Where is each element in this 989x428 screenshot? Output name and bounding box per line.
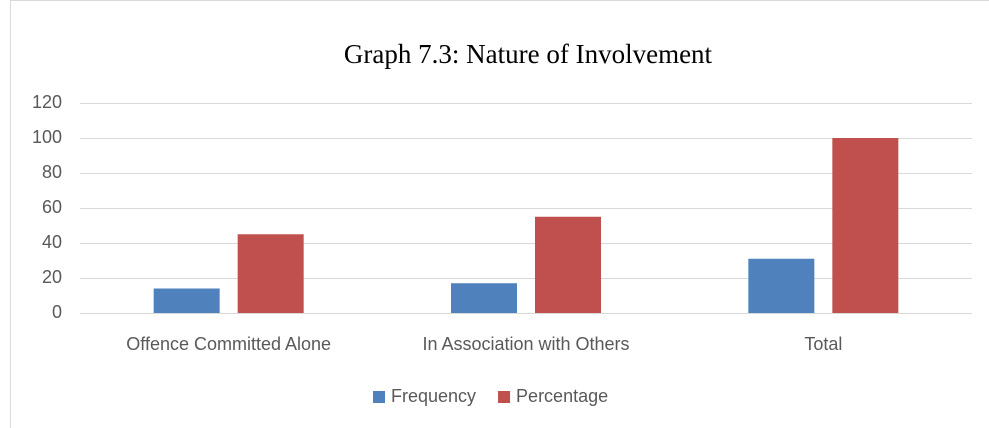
x-tick-label: Offence Committed Alone xyxy=(126,334,331,354)
y-tick-label: 80 xyxy=(42,162,62,182)
chart-title: Graph 7.3: Nature of Involvement xyxy=(344,39,713,69)
bar xyxy=(535,216,601,313)
bar xyxy=(748,258,815,313)
y-tick-label: 0 xyxy=(52,302,62,322)
bar xyxy=(832,138,899,313)
y-tick-label: 100 xyxy=(32,127,62,147)
chart-border xyxy=(10,0,989,428)
y-tick-label: 40 xyxy=(42,232,62,252)
y-tick-label: 60 xyxy=(42,197,62,217)
x-tick-label: Total xyxy=(804,334,842,354)
legend-swatch xyxy=(498,391,511,403)
legend-label: Percentage xyxy=(516,386,608,406)
bar xyxy=(451,283,517,313)
legend-swatch xyxy=(373,391,385,403)
x-tick-label: In Association with Others xyxy=(422,334,629,354)
y-tick-label: 120 xyxy=(32,92,62,112)
legend-label: Frequency xyxy=(391,386,476,406)
y-tick-label: 20 xyxy=(42,267,62,287)
bar xyxy=(237,234,304,313)
bar xyxy=(153,288,220,313)
